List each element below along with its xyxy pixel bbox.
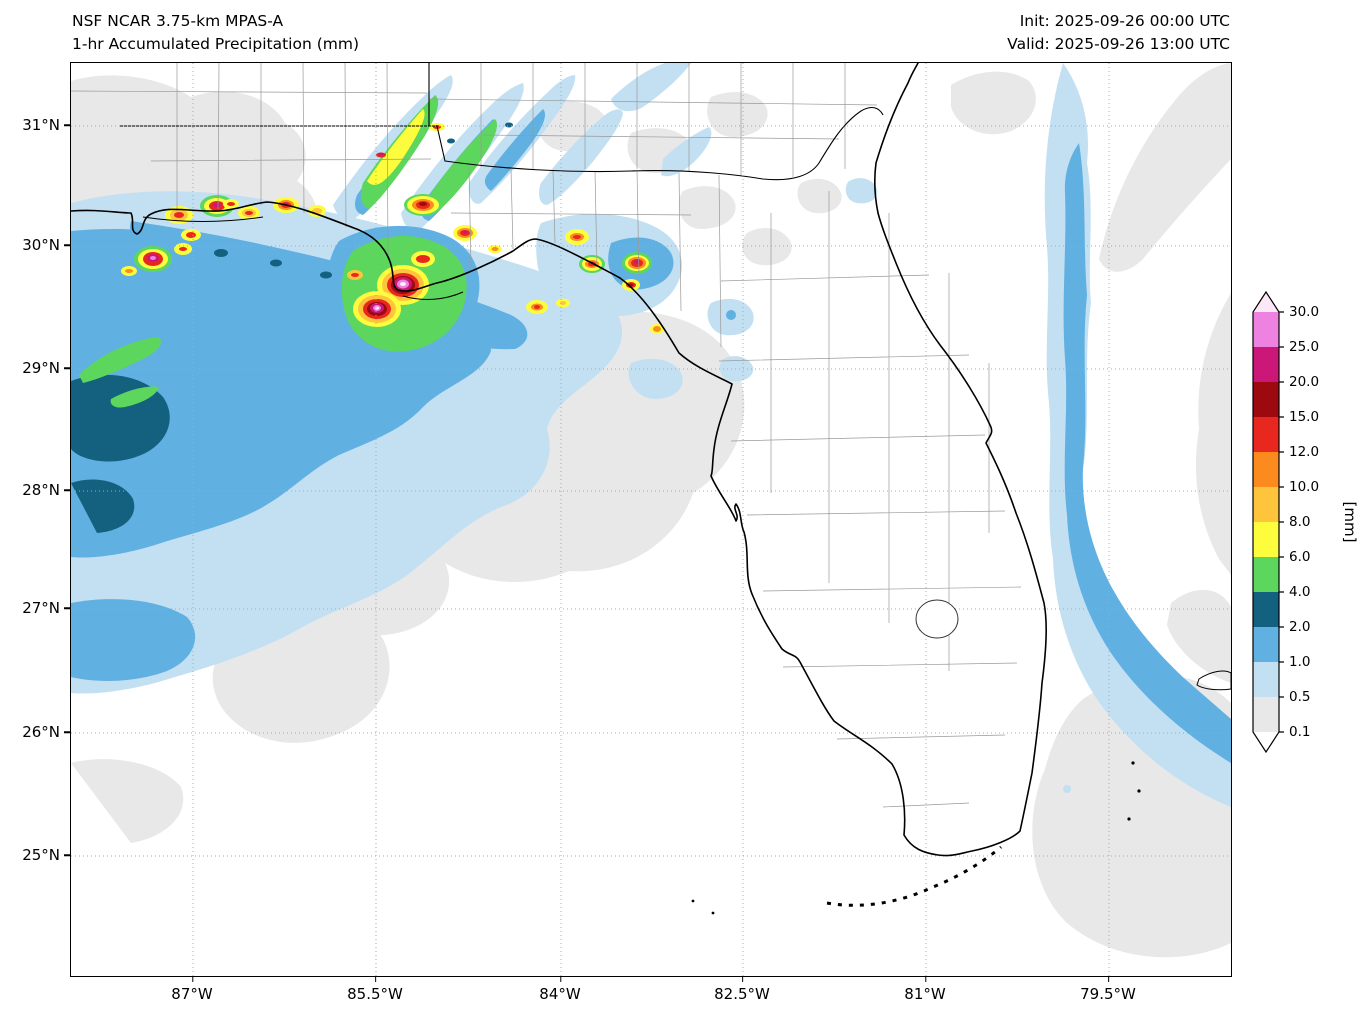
precip-shading-layer <box>71 63 1231 958</box>
colorbar-over-arrow <box>1253 292 1279 312</box>
state-borders <box>120 63 884 181</box>
figure-title: NSF NCAR 3.75-km MPAS-A 1-hr Accumulated… <box>72 10 359 56</box>
florida-keys <box>826 845 1002 907</box>
svg-text:15.0: 15.0 <box>1289 409 1319 425</box>
lon-tick-81w: 81°W <box>904 976 946 1003</box>
svg-text:2.0: 2.0 <box>1289 619 1310 635</box>
svg-text:20.0: 20.0 <box>1289 374 1319 390</box>
colorbar-under-arrow <box>1253 732 1279 752</box>
colorbar-tick-labels: 30.0 25.0 20.0 15.0 12.0 10.0 8.0 6.0 4.… <box>1289 304 1359 740</box>
coastline <box>71 63 1231 915</box>
lat-tick-28n: 28°N <box>4 481 60 499</box>
lon-tick-85-5w: 85.5°W <box>347 976 403 1003</box>
svg-text:8.0: 8.0 <box>1289 514 1310 530</box>
colorbar: 30.0 25.0 20.0 15.0 12.0 10.0 8.0 6.0 4.… <box>1248 285 1366 779</box>
colorbar-segments <box>1252 290 1284 754</box>
svg-text:4.0: 4.0 <box>1289 584 1310 600</box>
lat-tick-27n: 27°N <box>4 599 60 617</box>
lat-tick-25n: 25°N <box>4 846 60 864</box>
svg-text:10.0: 10.0 <box>1289 479 1319 495</box>
lat-tick-31n: 31°N <box>4 116 60 134</box>
small-islands <box>691 761 1141 915</box>
svg-text:30.0: 30.0 <box>1289 304 1319 320</box>
lat-tick-26n: 26°N <box>4 723 60 741</box>
svg-text:0.5: 0.5 <box>1289 689 1310 705</box>
svg-text:6.0: 6.0 <box>1289 549 1310 565</box>
lake-okeechobee <box>915 599 959 639</box>
lon-tick-79-5w: 79.5°W <box>1080 976 1136 1003</box>
svg-text:12.0: 12.0 <box>1289 444 1319 460</box>
valid-time: Valid: 2025-09-26 13:00 UTC <box>1007 35 1230 53</box>
product-name: 1-hr Accumulated Precipitation (mm) <box>72 35 359 53</box>
init-time: Init: 2025-09-26 00:00 UTC <box>1019 12 1230 30</box>
lon-tick-87w: 87°W <box>171 976 213 1003</box>
svg-text:0.1: 0.1 <box>1289 724 1310 740</box>
lon-tick-82-5w: 82.5°W <box>714 976 770 1003</box>
map-svg <box>71 63 1231 976</box>
map-plot-area <box>70 62 1232 977</box>
grand-bahama-outline <box>1196 670 1231 691</box>
model-name: NSF NCAR 3.75-km MPAS-A <box>72 12 284 30</box>
run-times: Init: 2025-09-26 00:00 UTC Valid: 2025-0… <box>1007 10 1230 56</box>
lon-tick-84w: 84°W <box>539 976 581 1003</box>
svg-text:1.0: 1.0 <box>1289 654 1310 670</box>
lat-tick-29n: 29°N <box>4 359 60 377</box>
lat-tick-30n: 30°N <box>4 236 60 254</box>
colorbar-unit: [mm] <box>1341 502 1359 543</box>
svg-text:25.0: 25.0 <box>1289 339 1319 355</box>
lat-lon-gridlines <box>71 63 1231 976</box>
